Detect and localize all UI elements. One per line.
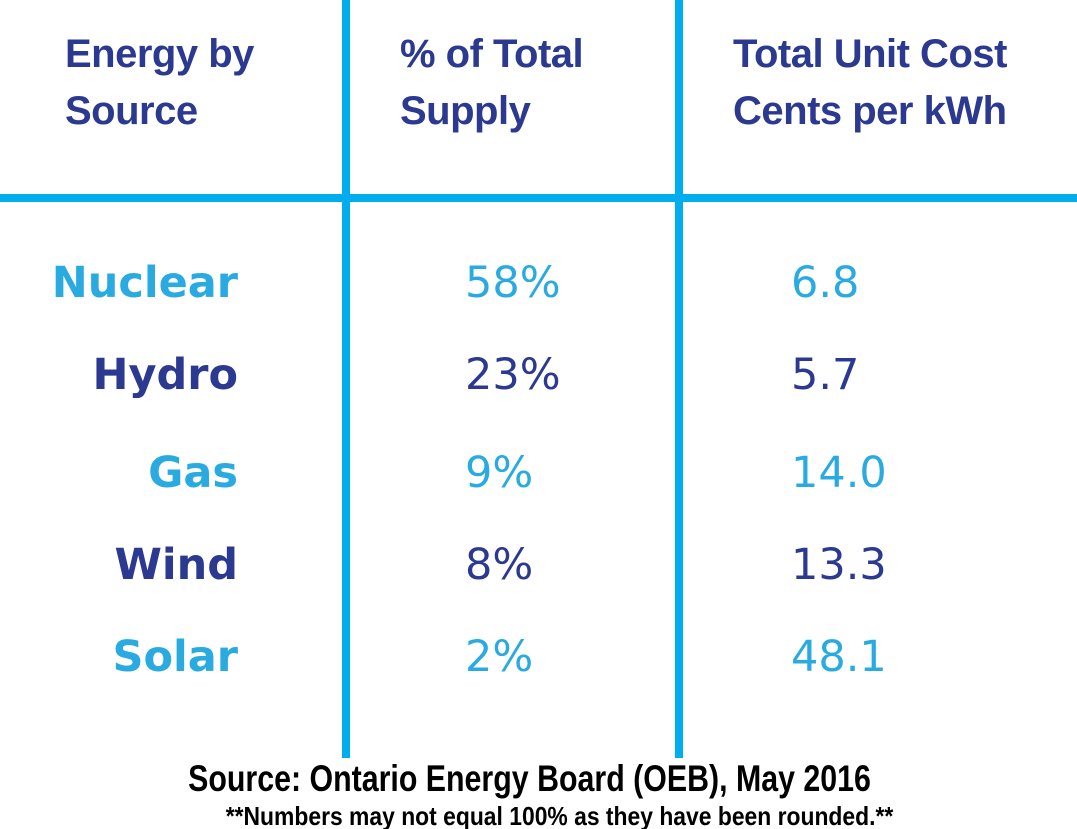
column-header-total-unit-cost: Total Unit Cost Cents per kWh — [733, 32, 1007, 133]
supply-percent-value: 23% — [465, 350, 561, 400]
supply-percent-value: 8% — [465, 540, 534, 590]
energy-source-label: Wind — [114, 540, 238, 590]
table-row: Nuclear 58% 6.8 — [0, 237, 1077, 329]
supply-percent-value: 2% — [465, 632, 534, 682]
source-attribution: Source: Ontario Energy Board (OEB), May … — [188, 758, 871, 799]
supply-percent-value: 9% — [465, 448, 534, 498]
column-divider-line-2 — [675, 0, 683, 758]
unit-cost-value: 5.7 — [791, 350, 860, 400]
table-footer: Source: Ontario Energy Board (OEB), May … — [0, 757, 1077, 829]
unit-cost-value: 48.1 — [791, 632, 887, 682]
energy-source-label: Nuclear — [51, 258, 238, 308]
energy-source-label: Gas — [148, 448, 238, 498]
column-header-energy-by-source: Energy by Source — [65, 32, 254, 133]
header-divider-line — [0, 194, 1077, 202]
column-divider-line-1 — [342, 0, 350, 758]
rounding-footnote: **Numbers may not equal 100% as they hav… — [225, 801, 894, 829]
unit-cost-value: 13.3 — [791, 540, 887, 590]
table-header: Energy by Source % of Total Supply Total… — [0, 0, 1077, 194]
table-body: Nuclear 58% 6.8 Hydro 23% 5.7 Gas 9% 14.… — [0, 237, 1077, 703]
table-row: Solar 2% 48.1 — [0, 611, 1077, 703]
unit-cost-value: 6.8 — [791, 258, 860, 308]
supply-percent-value: 58% — [465, 258, 561, 308]
table-row: Gas 9% 14.0 — [0, 427, 1077, 519]
column-header-percent-of-total-supply: % of Total Supply — [400, 32, 584, 133]
energy-source-label: Solar — [112, 632, 238, 682]
table-row: Hydro 23% 5.7 — [0, 329, 1077, 421]
unit-cost-value: 14.0 — [791, 448, 887, 498]
energy-source-label: Hydro — [92, 350, 238, 400]
table-row: Wind 8% 13.3 — [0, 519, 1077, 611]
